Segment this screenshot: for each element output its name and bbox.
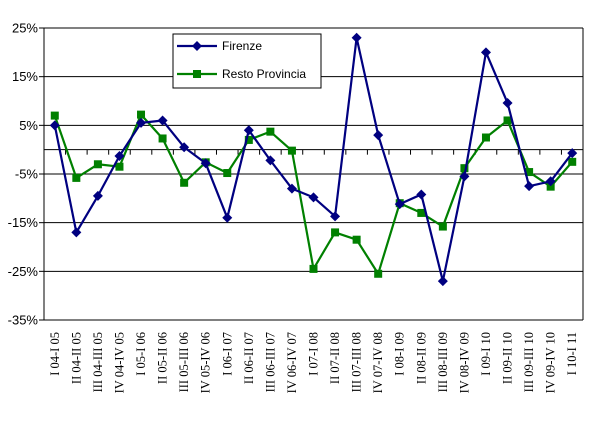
data-point: [524, 181, 535, 192]
data-point: [502, 97, 513, 108]
x-tick-label: II 07-II 08: [328, 332, 342, 384]
y-tick-label: 25%: [12, 21, 38, 36]
data-point: [244, 135, 253, 144]
legend-item: Resto Provincia: [177, 67, 306, 81]
x-tick-label: II 05-II 06: [156, 332, 170, 384]
data-point: [330, 211, 341, 222]
x-tick-label: I 05-I 06: [134, 332, 148, 376]
x-tick-labels: I 04-I 05 II 04-II 05 III 04-III 05 IV 04-I…: [48, 332, 579, 393]
legend: Firenze Resto Provincia: [172, 33, 322, 89]
data-point: [92, 190, 103, 201]
y-tick-label: -35%: [8, 313, 39, 328]
data-point: [480, 47, 491, 58]
y-tick-label: -25%: [8, 264, 39, 279]
legend-item: Firenze: [177, 39, 262, 53]
data-point: [287, 146, 296, 155]
x-tick-label: III 05-III 06: [177, 332, 191, 392]
data-point: [546, 182, 555, 191]
legend-label: Resto Provincia: [222, 67, 306, 81]
data-point: [115, 162, 124, 171]
x-tick-label: IV 07-IV 08: [371, 332, 385, 393]
data-point: [114, 150, 125, 161]
y-tick-label: -15%: [8, 215, 39, 230]
data-point: [437, 276, 448, 287]
x-tick-label: II 08-II 09: [414, 332, 428, 384]
data-point: [266, 127, 275, 136]
data-point: [567, 148, 578, 159]
data-point: [286, 183, 297, 194]
data-point: [223, 169, 232, 178]
data-point: [373, 130, 384, 141]
data-point: [50, 111, 59, 120]
data-point: [438, 222, 447, 231]
series-firenze: [49, 32, 578, 287]
data-point: [481, 133, 490, 142]
x-tick-label: I 10-I 11: [565, 332, 579, 375]
x-tick-label: IV 05-IV 06: [199, 332, 213, 393]
data-point: [200, 158, 211, 169]
y-tick-label: 15%: [12, 69, 38, 84]
x-tick-label: IV 04-IV 05: [112, 332, 126, 393]
data-point: [460, 164, 469, 173]
data-point: [180, 178, 189, 187]
x-tick-label: II 06-II 07: [242, 332, 256, 384]
x-tick-label: I 08-I 09: [393, 332, 407, 376]
y-tick-label: 5%: [19, 118, 38, 133]
data-point: [417, 208, 426, 217]
data-point: [416, 189, 427, 200]
x-tick-label: III 08-III 09: [436, 332, 450, 392]
data-point: [394, 199, 405, 210]
data-point: [568, 157, 577, 166]
data-point: [545, 176, 556, 187]
x-tick-label: IV 08-IV 09: [457, 332, 471, 393]
data-point: [179, 142, 190, 153]
data-point: [352, 235, 361, 244]
data-point: [93, 160, 102, 169]
data-point: [503, 116, 512, 125]
x-tick-label: I 07-I 08: [307, 332, 321, 376]
data-point: [222, 212, 233, 223]
data-point: [374, 269, 383, 278]
data-point: [525, 168, 534, 177]
x-tick-label: II 04-II 05: [69, 332, 83, 384]
data-point: [265, 155, 276, 166]
x-tick-label: I 04-I 05: [48, 332, 62, 376]
x-tick-label: III 07-III 08: [350, 332, 364, 392]
y-tick-label: -5%: [15, 167, 39, 182]
x-tick-label: II 09-II 10: [501, 332, 515, 384]
x-tick-label: I 06-I 07: [220, 332, 234, 376]
data-point: [308, 192, 319, 203]
data-point: [137, 110, 146, 119]
x-tick-label: III 09-III 10: [522, 332, 536, 392]
x-tick-label: IV 09-IV 10: [544, 332, 558, 393]
data-point: [72, 173, 81, 182]
x-tick-label: III 04-III 05: [91, 332, 105, 392]
data-point: [136, 117, 147, 128]
data-point: [71, 227, 82, 238]
x-tick-label: IV 06-IV 07: [285, 332, 299, 393]
data-point: [243, 125, 254, 136]
data-point: [158, 134, 167, 143]
x-tick-label: III 06-III 07: [263, 332, 277, 392]
legend-marker: [193, 70, 201, 78]
legend-marker: [192, 41, 202, 51]
data-point: [331, 228, 340, 237]
legend-label: Firenze: [222, 39, 262, 53]
data-point: [309, 264, 318, 273]
data-point: [49, 120, 60, 131]
data-point: [459, 171, 470, 182]
data-point: [157, 115, 168, 126]
x-tick-label: I 09-I 10: [479, 332, 493, 376]
data-point: [351, 32, 362, 43]
